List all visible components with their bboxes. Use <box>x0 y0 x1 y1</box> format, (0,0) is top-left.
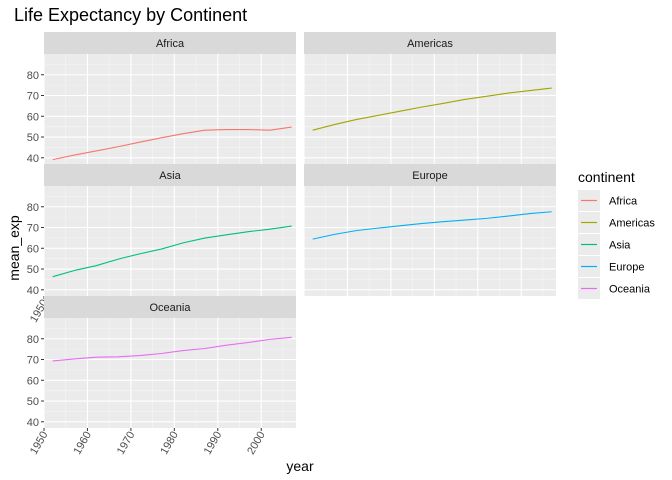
y-tick-label: 60 <box>27 375 39 387</box>
y-tick-label: 50 <box>27 396 39 408</box>
strip-label-europe: Europe <box>412 170 447 182</box>
x-tick-label: 2000 <box>245 430 268 457</box>
strip-americas <box>304 32 556 54</box>
y-tick-label: 50 <box>27 132 39 144</box>
strip-asia <box>44 164 296 186</box>
panel-background <box>304 186 556 296</box>
y-tick-label: 60 <box>27 111 39 123</box>
series-line-americas <box>312 87 552 131</box>
y-tick-label: 80 <box>27 334 39 346</box>
legend-label-americas: Americas <box>609 218 655 230</box>
series-line-asia <box>52 225 292 278</box>
legend-label-oceania: Oceania <box>609 284 651 296</box>
chart-title: Life Expectancy by Continent <box>14 5 247 25</box>
panel-background <box>44 54 296 164</box>
y-tick-label: 80 <box>27 70 39 82</box>
strip-oceania <box>44 296 296 318</box>
panel-asia: Asia4050607080195019601970198019902000 <box>27 164 296 325</box>
y-tick-label: 80 <box>27 202 39 214</box>
y-tick-label: 40 <box>27 285 39 297</box>
x-tick-label: 1950 <box>28 430 51 457</box>
panel-oceania: Oceania 40 50 60 70 80 1950 1960 1970 1980 1990 200… <box>27 296 296 457</box>
legend-label-asia: Asia <box>609 240 631 252</box>
strip-label-asia: Asia <box>159 170 181 182</box>
legend-label-africa: Africa <box>609 196 638 208</box>
x-tick-label: 1960 <box>71 430 94 457</box>
series-line-europe <box>312 211 552 240</box>
y-tick-label: 70 <box>27 223 39 235</box>
strip-label-americas: Americas <box>407 38 453 50</box>
strip-label-africa: Africa <box>156 38 185 50</box>
y-axis-title: mean_exp <box>6 215 22 281</box>
strip-europe <box>304 164 556 186</box>
legend-title: continent <box>578 169 635 185</box>
panel-background <box>304 54 556 164</box>
panel-background <box>44 186 296 296</box>
x-tick-label: 1980 <box>158 430 181 457</box>
panel-background <box>44 318 296 428</box>
series-line-africa <box>52 126 292 161</box>
x-tick-label: 1990 <box>202 430 225 457</box>
panel-americas: Americas <box>303 32 556 164</box>
x-axis-title: year <box>286 458 314 474</box>
y-tick-label: 50 <box>27 264 39 276</box>
series-line-oceania <box>52 336 292 362</box>
legend-label-europe: Europe <box>609 262 644 274</box>
panel-europe: Europe <box>303 164 556 296</box>
y-tick-label: 40 <box>27 153 39 165</box>
facet-panels: Africa 40 50 60 70 80 Americas Asia 40 50 60 70 80 19… <box>27 32 556 457</box>
legend: continent Africa Americas Asia Europe Oceani… <box>578 169 655 299</box>
y-tick-label: 70 <box>27 91 39 103</box>
y-tick-label: 70 <box>27 355 39 367</box>
x-tick-label: 1970 <box>115 430 138 457</box>
strip-africa <box>44 32 296 54</box>
panel-africa: Africa 40 50 60 70 80 <box>27 32 296 165</box>
y-tick-label: 60 <box>27 243 39 255</box>
y-tick-label: 40 <box>27 417 39 429</box>
strip-label-oceania: Oceania <box>150 302 192 314</box>
